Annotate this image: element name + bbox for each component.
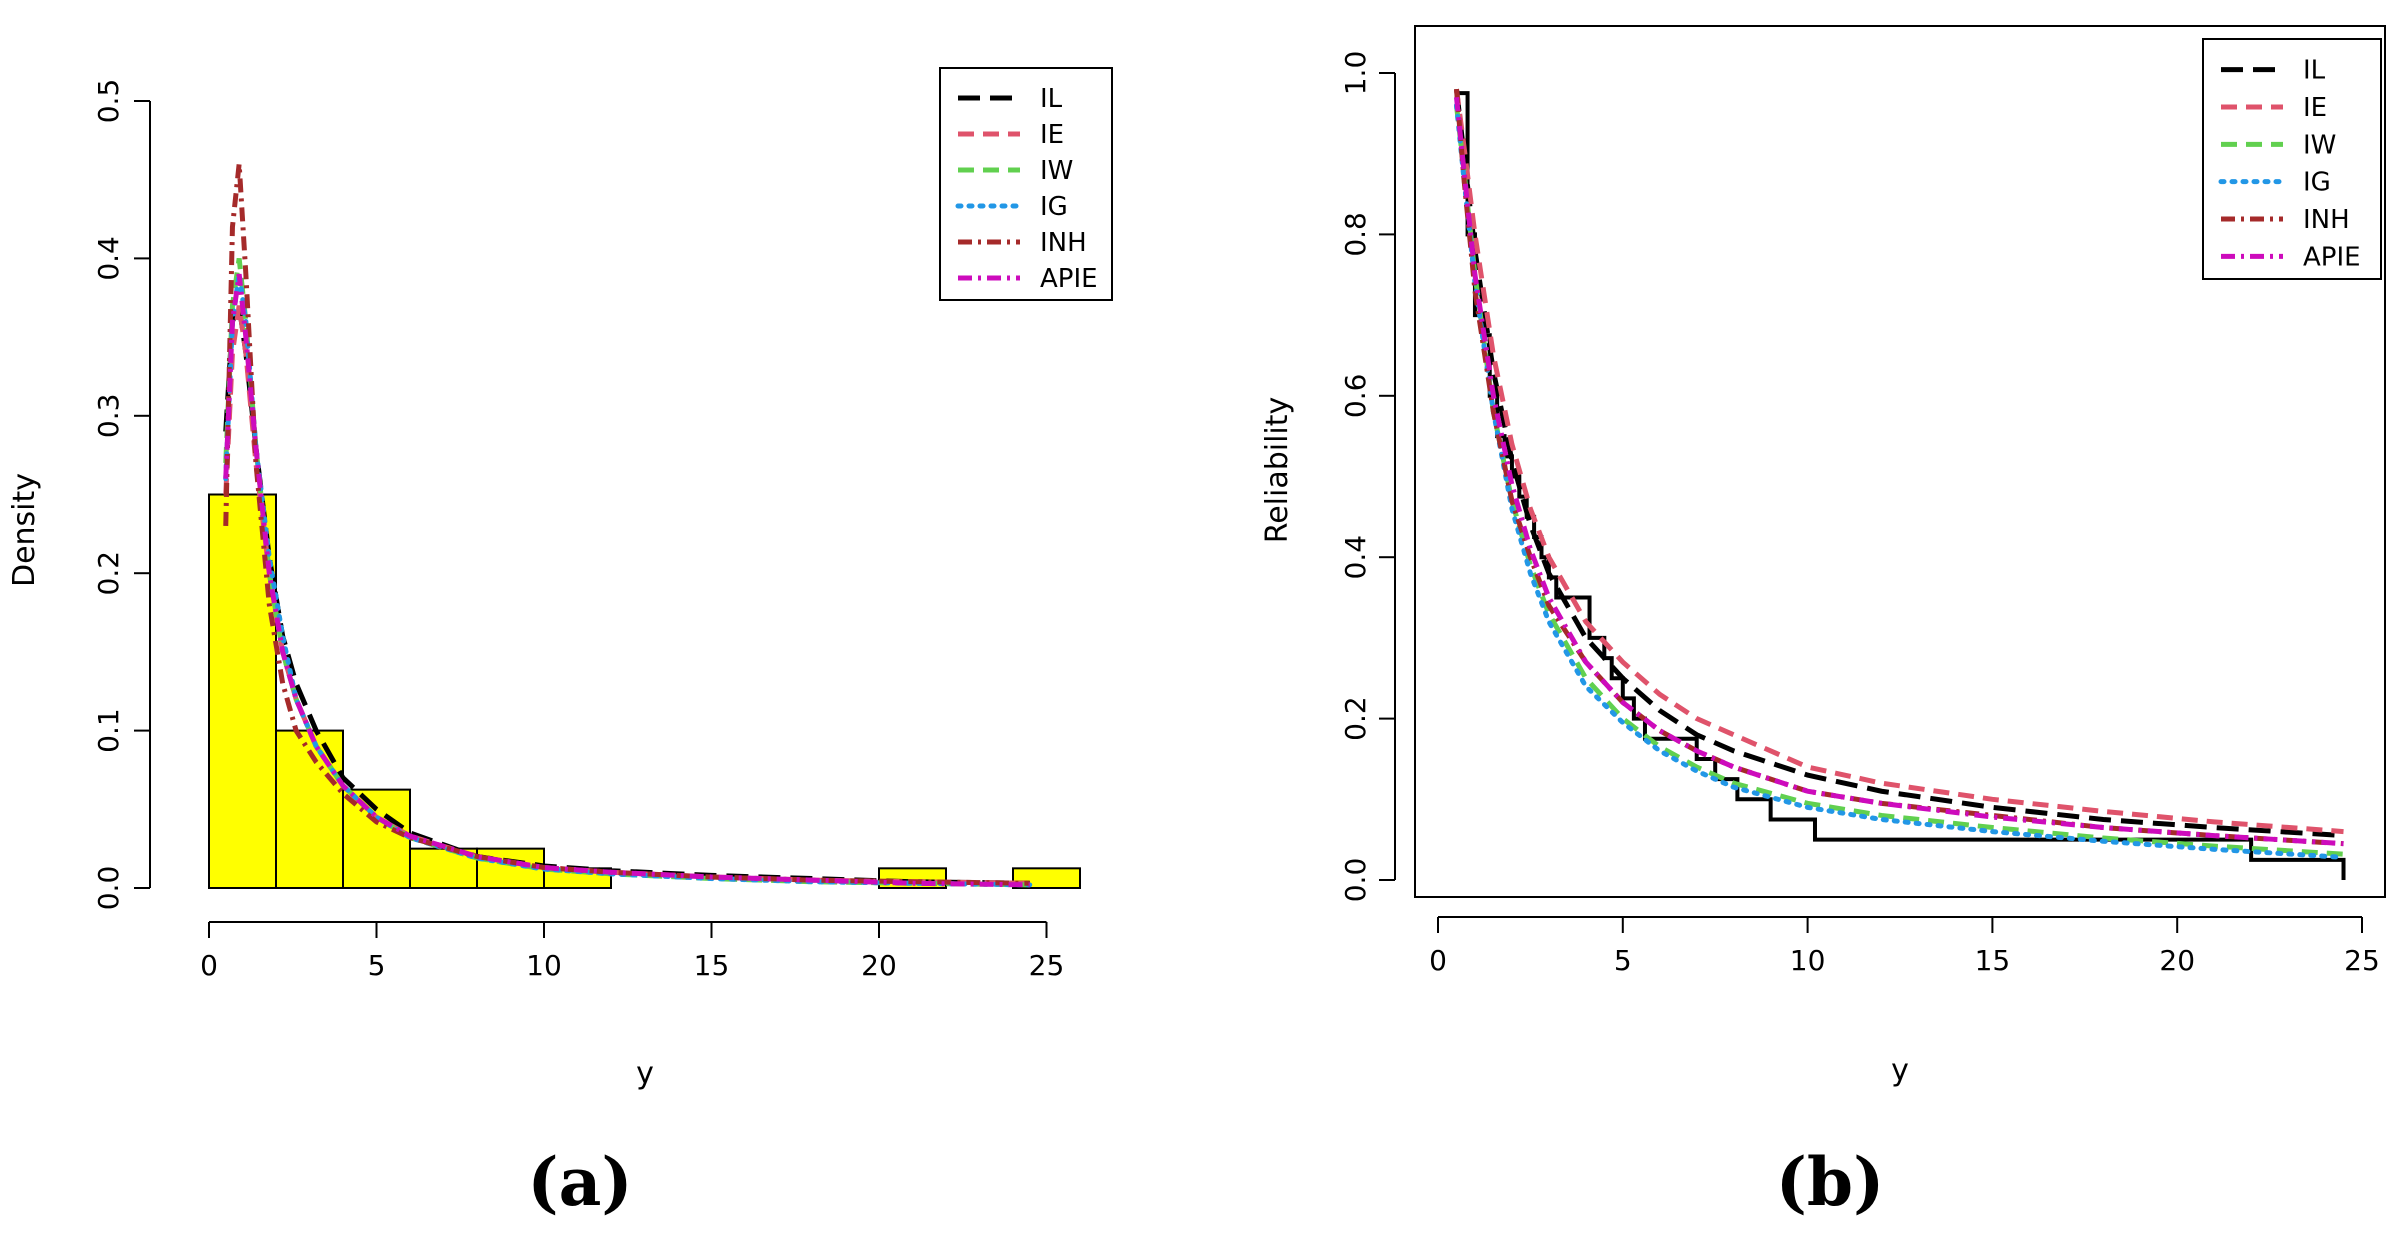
chart-b-panel-label: (b): [1776, 1143, 1885, 1221]
chart-b-x-tick-label: 5: [1614, 944, 1632, 977]
chart-a-panel-label: (a): [527, 1143, 632, 1221]
chart-b-legend-label-ie: IE: [2303, 93, 2327, 123]
chart-b: Reliability y (b) 0 5 10 15 20 25 0.0 0.2 0.4 0.6…: [1260, 25, 2386, 1221]
chart-b-series-inh-line: [1453, 88, 2344, 847]
chart-b-y-tick-label: 0.8: [1339, 212, 1372, 257]
chart-b-x-tick-label: 0: [1429, 944, 1447, 977]
chart-a-y-tick-label: 0.2: [92, 551, 125, 596]
chart-a-y-tick-label: 0.5: [92, 79, 125, 124]
chart-a-legend-label-ie: IE: [1040, 120, 1064, 150]
chart-a-y-tick-label: 0.1: [92, 708, 125, 753]
chart-b-x-tick-label: 15: [1975, 944, 2011, 977]
chart-a-x-tick-label: 10: [526, 949, 562, 982]
chart-a-y-tick-label: 0.3: [92, 394, 125, 439]
chart-b-legend-label-inh: INH: [2303, 205, 2350, 235]
chart-b-y-tick-label: 1.0: [1339, 51, 1372, 96]
chart-a-x-tick-label: 0: [200, 949, 218, 982]
chart-a: Density y (a) 0 5 10 15 20 25 0.0 0.1 0.2 0.3 0.4 0…: [7, 67, 1113, 1221]
chart-b-series-apie-line: [1453, 96, 2344, 847]
chart-b-legend-label-apie: APIE: [2303, 242, 2361, 272]
chart-a-series-apie-line: [223, 273, 1030, 888]
chart-a-y-tick-label: 0.4: [92, 236, 125, 281]
chart-a-legend-label-il: IL: [1040, 84, 1063, 114]
chart-a-y-tick-label: 0.0: [92, 866, 125, 911]
chart-b-y-tick-label: 0.6: [1339, 374, 1372, 419]
chart-b-legend-label-il: IL: [2303, 56, 2326, 86]
chart-a-x-tick-label: 15: [694, 949, 730, 982]
chart-b-legend-label-iw: IW: [2303, 130, 2336, 160]
chart-b-x-tick-label: 25: [2344, 944, 2380, 977]
chart-b-y-axis-label: Reliability: [1260, 397, 1295, 544]
chart-a-y-axis-label: Density: [7, 473, 42, 587]
chart-a-legend: IL IE IW IG INH APIE: [939, 67, 1113, 301]
chart-a-x-axis-label: y: [636, 1056, 654, 1091]
chart-b-y-tick-label: 0.4: [1339, 535, 1372, 580]
chart-a-x-tick-label: 20: [861, 949, 897, 982]
chart-a-legend-label-inh: INH: [1040, 228, 1087, 258]
chart-a-legend-box: [939, 67, 1113, 301]
chart-b-y-tick-label: 0.0: [1339, 858, 1372, 903]
chart-a-legend-label-apie: APIE: [1040, 264, 1098, 294]
chart-b-legend-label-ig: IG: [2303, 168, 2331, 198]
chart-b-legend-box: [2202, 38, 2382, 280]
chart-b-x-tick-label: 20: [2159, 944, 2195, 977]
chart-a-legend-label-ig: IG: [1040, 192, 1068, 222]
chart-b-legend: IL IE IW IG INH APIE: [2202, 38, 2382, 280]
chart-a-x-tick-label: 25: [1029, 949, 1065, 982]
chart-b-y-tick-label: 0.2: [1339, 696, 1372, 741]
chart-b-series-ie-line: [1454, 88, 2344, 835]
chart-b-x-axis-label: y: [1891, 1053, 1909, 1088]
chart-a-x-tick-label: 5: [368, 949, 386, 982]
chart-b-x-tick-label: 10: [1790, 944, 1826, 977]
chart-b-plot-frame: [1414, 25, 2386, 898]
chart-a-legend-label-iw: IW: [1040, 156, 1073, 186]
